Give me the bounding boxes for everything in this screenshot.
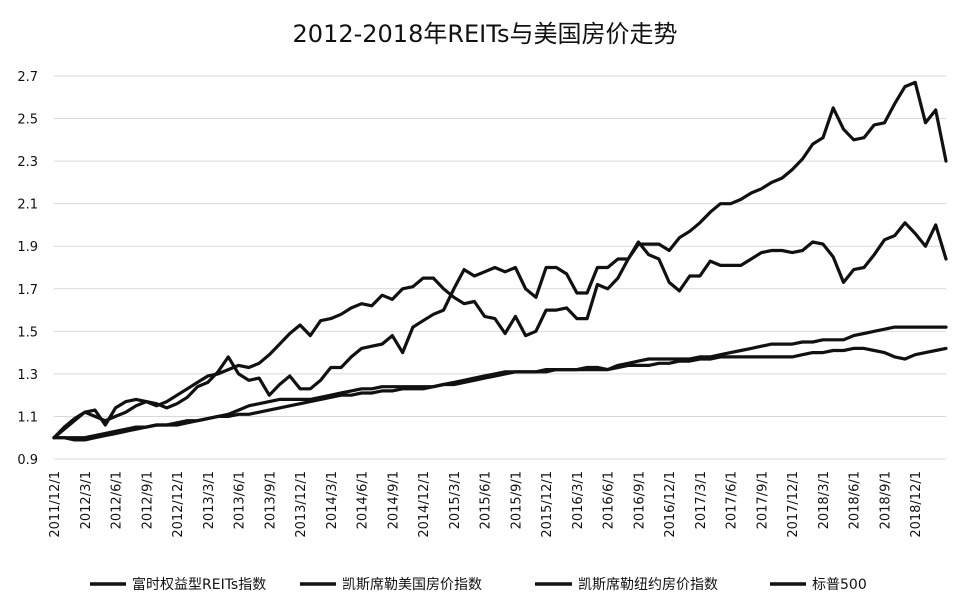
x-tick-label: 2012/6/1	[110, 471, 125, 529]
y-tick-label: 2.7	[17, 70, 38, 85]
x-tick-label: 2018/9/1	[878, 471, 893, 529]
y-tick-label: 1.3	[17, 368, 38, 383]
y-tick-label: 1.1	[17, 410, 38, 425]
x-tick-label: 2012/12/1	[171, 471, 186, 538]
x-tick-label: 2012/9/1	[140, 471, 155, 529]
x-axis-ticks: 2011/12/1 2012/3/1 2012/6/1 2012/9/1 2012/12…	[48, 471, 924, 538]
x-tick-label: 2015/6/1	[479, 471, 494, 529]
legend-label: 标普500	[812, 577, 867, 593]
y-tick-label: 0.9	[17, 453, 38, 468]
x-tick-label: 2015/9/1	[509, 471, 524, 529]
gridlines	[54, 75, 946, 460]
x-tick-label: 2014/3/1	[325, 471, 340, 529]
y-tick-label: 2.1	[17, 198, 38, 213]
x-tick-label: 2014/9/1	[386, 471, 401, 529]
x-tick-label: 2017/12/1	[786, 471, 801, 538]
x-tick-label: 2015/3/1	[448, 471, 463, 529]
x-tick-label: 2014/6/1	[356, 471, 371, 529]
legend-label: 凯斯席勒纽约房价指数	[578, 577, 718, 593]
series-lines	[52, 80, 948, 442]
x-tick-label: 2013/9/1	[263, 471, 278, 529]
x-tick-label: 2012/3/1	[79, 471, 94, 529]
y-tick-label: 2.5	[17, 113, 38, 128]
x-tick-label: 2017/9/1	[755, 471, 770, 529]
x-tick-label: 2016/3/1	[571, 471, 586, 529]
y-tick-label: 1.9	[17, 240, 38, 255]
x-tick-label: 2018/6/1	[848, 471, 863, 529]
x-tick-label: 2015/12/1	[540, 471, 555, 538]
x-tick-label: 2016/9/1	[632, 471, 647, 529]
x-tick-label: 2016/12/1	[663, 471, 678, 538]
legend: 富时权益型REITs指数 凯斯席勒美国房价指数 凯斯席勒纽约房价指数 标普500	[90, 576, 867, 593]
x-tick-label: 2013/12/1	[294, 471, 309, 538]
x-tick-label: 2016/6/1	[602, 471, 617, 529]
x-tick-label: 2017/3/1	[694, 471, 709, 529]
y-tick-label: 1.7	[17, 283, 38, 298]
x-tick-label: 2011/12/1	[48, 471, 63, 538]
series-line-4	[52, 221, 948, 440]
x-tick-label: 2014/12/1	[417, 471, 432, 538]
y-axis-ticks: 0.9 1.1 1.3 1.5 1.7 1.9 2.1 2.3 2.5 2.7	[17, 70, 38, 468]
y-tick-label: 2.3	[17, 155, 38, 170]
x-tick-label: 2018/12/1	[909, 471, 924, 538]
x-tick-label: 2017/6/1	[725, 471, 740, 529]
x-tick-label: 2018/3/1	[817, 471, 832, 529]
y-tick-label: 1.5	[17, 325, 38, 340]
series-line-3	[52, 346, 948, 442]
series-line-1	[52, 80, 948, 440]
x-tick-label: 2013/6/1	[233, 471, 248, 529]
legend-label: 富时权益型REITs指数	[132, 576, 266, 593]
chart-title: 2012-2018年REITs与美国房价走势	[293, 20, 678, 48]
legend-label: 凯斯席勒美国房价指数	[342, 577, 482, 593]
x-tick-label: 2013/3/1	[202, 471, 217, 529]
